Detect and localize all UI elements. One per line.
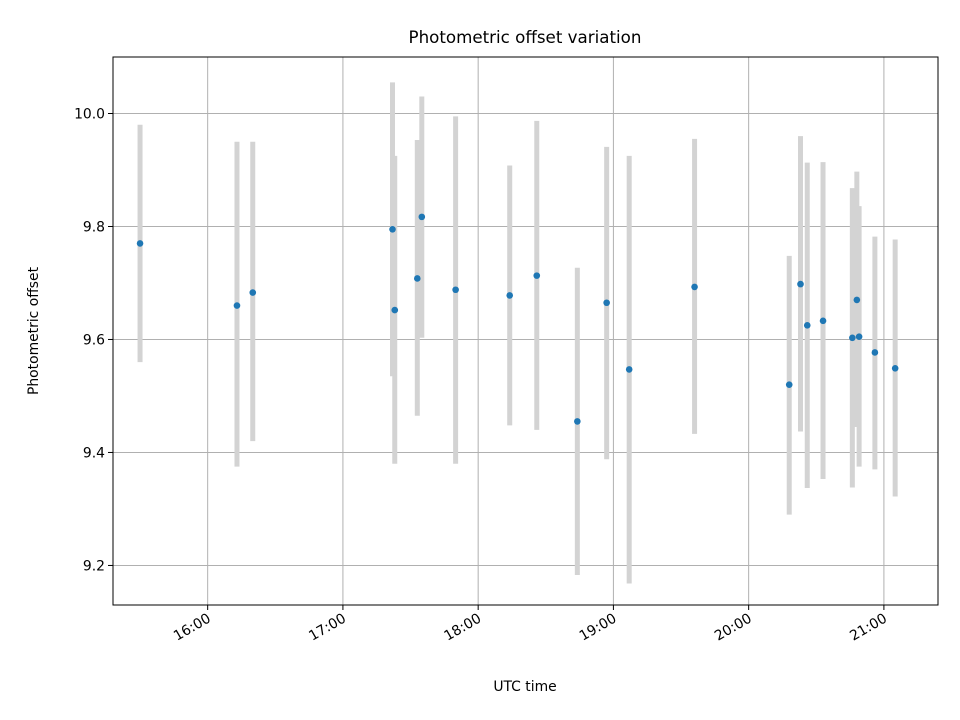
data-point (785, 381, 793, 388)
y-axis-ticks: 9.2 9.4 9.6 9.8 10.0 (74, 106, 113, 574)
y-tick-label: 10.0 (74, 106, 105, 122)
data-point (603, 299, 610, 307)
data-point (249, 289, 257, 296)
data-point (389, 226, 396, 233)
data-point (871, 349, 879, 356)
y-tick-label: 9.4 (83, 445, 105, 461)
data-point (452, 286, 459, 294)
data-point (855, 333, 863, 340)
y-axis-title: Photometric offset (26, 266, 42, 395)
data-point (391, 306, 399, 314)
data-point (853, 296, 861, 304)
chart-title: Photometric offset variation (409, 27, 642, 47)
y-tick-label: 9.2 (83, 558, 105, 574)
data-point (691, 283, 698, 291)
data-point (418, 213, 426, 221)
data-point (803, 322, 811, 329)
data-point (533, 272, 541, 279)
data-point (136, 240, 144, 247)
data-points (136, 213, 899, 425)
data-point (574, 418, 581, 425)
y-tick-label: 9.8 (83, 219, 105, 235)
data-point (414, 275, 421, 282)
plot-frame (112, 56, 939, 606)
y-tick-label: 9.6 (83, 332, 105, 348)
data-point (891, 364, 899, 372)
x-axis-title: UTC time (493, 679, 556, 695)
data-point (506, 292, 514, 299)
data-point (625, 366, 633, 373)
data-point (797, 280, 804, 288)
data-point (233, 302, 241, 309)
data-point (819, 317, 827, 325)
data-point (849, 334, 856, 342)
